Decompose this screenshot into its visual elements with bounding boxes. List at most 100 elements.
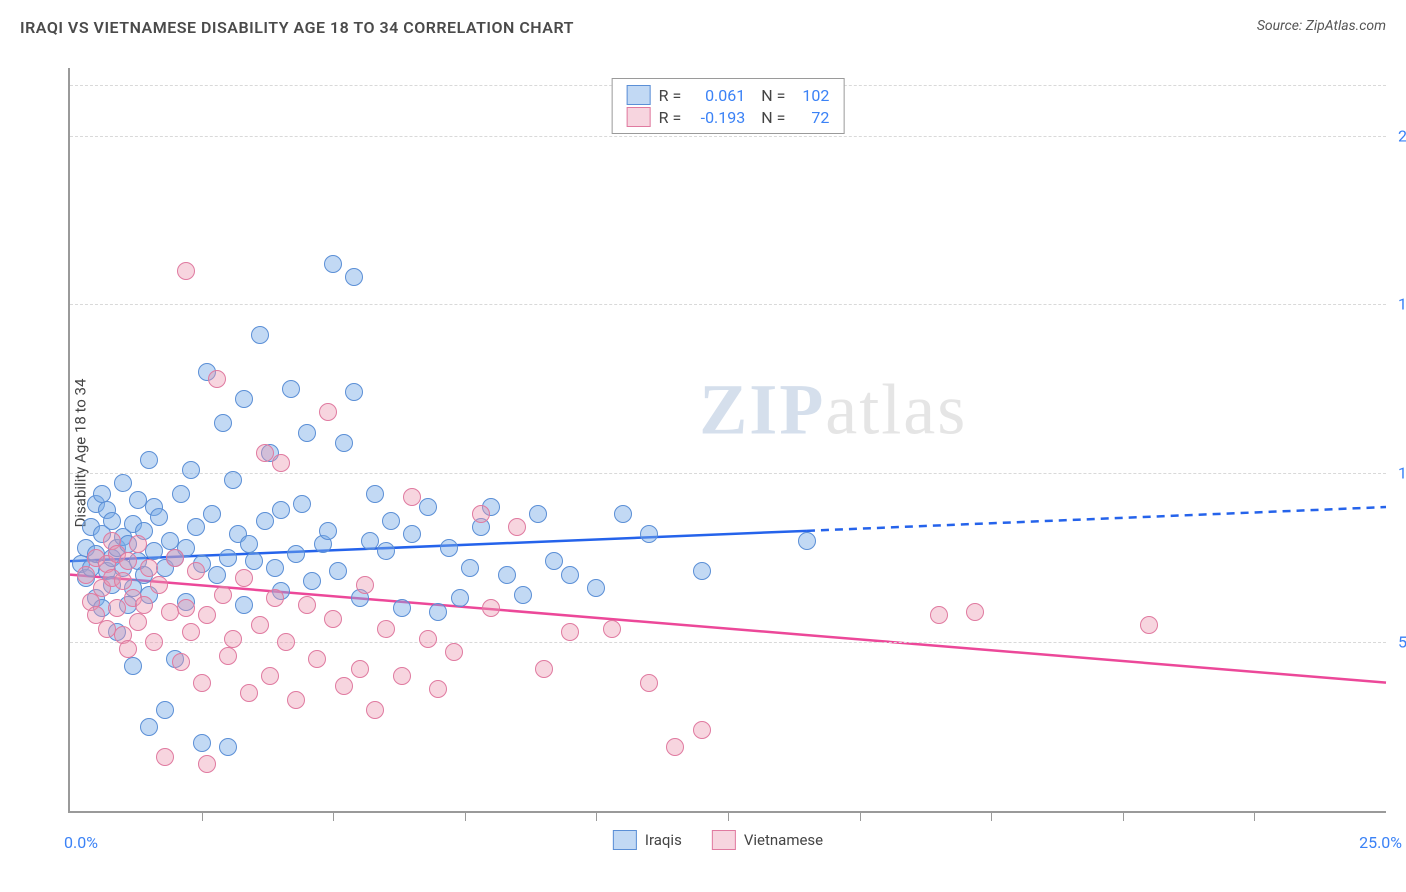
scatter-point (377, 542, 395, 560)
scatter-point (603, 620, 621, 638)
x-tick (465, 811, 466, 821)
scatter-point (251, 616, 269, 634)
scatter-point (108, 599, 126, 617)
scatter-point (693, 562, 711, 580)
scatter-point (214, 414, 232, 432)
stat-r-label: R = (659, 108, 682, 127)
scatter-point (287, 691, 305, 709)
scatter-point (403, 488, 421, 506)
scatter-point (198, 606, 216, 624)
scatter-point (377, 620, 395, 638)
scatter-point (345, 383, 363, 401)
x-max-label: 25.0% (1359, 833, 1402, 852)
scatter-point (219, 738, 237, 756)
scatter-point (214, 586, 232, 604)
scatter-point (114, 572, 132, 590)
scatter-point (287, 545, 305, 563)
scatter-point (303, 572, 321, 590)
x-tick (596, 811, 597, 821)
scatter-point (140, 451, 158, 469)
scatter-point (266, 559, 284, 577)
scatter-point (182, 623, 200, 641)
gridline (70, 304, 1386, 305)
scatter-point (429, 603, 447, 621)
scatter-point (240, 535, 258, 553)
scatter-point (561, 623, 579, 641)
scatter-point (614, 505, 632, 523)
scatter-point (208, 566, 226, 584)
scatter-point (440, 539, 458, 557)
stats-row: R =-0.193 N =72 (627, 107, 830, 127)
scatter-point (498, 566, 516, 584)
scatter-point (166, 549, 184, 567)
scatter-point (145, 542, 163, 560)
trend-line-extrapolated (807, 507, 1386, 531)
legend-swatch (627, 107, 651, 127)
scatter-point (114, 474, 132, 492)
scatter-point (140, 559, 158, 577)
legend-item: Vietnamese (712, 830, 823, 850)
scatter-point (172, 653, 190, 671)
gridline (70, 136, 1386, 137)
scatter-point (187, 562, 205, 580)
legend-label: Vietnamese (744, 831, 823, 849)
scatter-point (272, 454, 290, 472)
y-tick-label: 20.0% (1390, 126, 1406, 145)
scatter-point (461, 559, 479, 577)
scatter-point (393, 599, 411, 617)
scatter-point (393, 667, 411, 685)
scatter-point (208, 370, 226, 388)
scatter-point (587, 579, 605, 597)
stat-n-value: 72 (793, 108, 829, 127)
scatter-point (308, 650, 326, 668)
scatter-point (235, 390, 253, 408)
scatter-point (451, 589, 469, 607)
x-tick (1123, 811, 1124, 821)
scatter-point (156, 701, 174, 719)
scatter-point (219, 647, 237, 665)
legend-label: Iraqis (645, 831, 682, 849)
chart-header: IRAQI VS VIETNAMESE DISABILITY AGE 18 TO… (0, 0, 1406, 58)
scatter-point (193, 674, 211, 692)
gridline (70, 642, 1386, 643)
source-label: Source: ZipAtlas.com (1257, 18, 1386, 34)
scatter-point (319, 403, 337, 421)
scatter-point (93, 485, 111, 503)
scatter-point (798, 532, 816, 550)
scatter-point (266, 589, 284, 607)
scatter-point (261, 667, 279, 685)
scatter-point (561, 566, 579, 584)
stat-r-value: -0.193 (689, 108, 745, 127)
scatter-point (119, 552, 137, 570)
stat-n-label: N = (753, 86, 785, 105)
scatter-point (198, 755, 216, 773)
scatter-point (429, 680, 447, 698)
scatter-point (282, 380, 300, 398)
scatter-point (545, 552, 563, 570)
scatter-point (335, 677, 353, 695)
scatter-point (224, 471, 242, 489)
scatter-point (403, 525, 421, 543)
chart-container: Disability Age 18 to 34 ZIPatlas R =0.06… (50, 58, 1386, 848)
stat-r-value: 0.061 (689, 86, 745, 105)
scatter-point (366, 701, 384, 719)
scatter-point (693, 721, 711, 739)
scatter-point (187, 518, 205, 536)
scatter-point (277, 633, 295, 651)
scatter-point (298, 596, 316, 614)
scatter-point (382, 512, 400, 530)
scatter-point (182, 461, 200, 479)
scatter-point (219, 549, 237, 567)
x-origin-label: 0.0% (64, 833, 98, 852)
scatter-point (235, 596, 253, 614)
scatter-point (966, 603, 984, 621)
x-tick (860, 811, 861, 821)
scatter-point (235, 569, 253, 587)
scatter-point (240, 684, 258, 702)
y-tick-label: 10.0% (1390, 464, 1406, 483)
scatter-point (103, 512, 121, 530)
legend-swatch (712, 830, 736, 850)
scatter-point (224, 630, 242, 648)
scatter-point (150, 508, 168, 526)
x-tick (333, 811, 334, 821)
